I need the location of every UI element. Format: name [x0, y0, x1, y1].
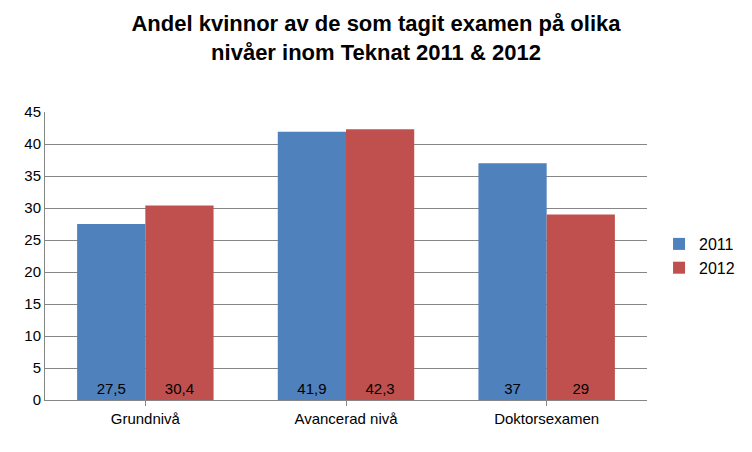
- svg-text:2011: 2011: [699, 236, 734, 253]
- svg-text:5: 5: [33, 359, 41, 376]
- svg-text:0: 0: [33, 391, 41, 408]
- svg-text:37: 37: [504, 380, 521, 397]
- svg-text:41,9: 41,9: [297, 380, 326, 397]
- svg-text:2012: 2012: [699, 260, 735, 277]
- svg-text:40: 40: [24, 135, 41, 152]
- svg-text:30,4: 30,4: [165, 380, 194, 397]
- svg-text:10: 10: [24, 327, 41, 344]
- svg-text:27,5: 27,5: [97, 380, 126, 397]
- svg-text:25: 25: [24, 231, 41, 248]
- svg-text:20: 20: [24, 263, 41, 280]
- svg-text:29: 29: [572, 380, 589, 397]
- svg-text:45: 45: [24, 103, 41, 120]
- svg-text:15: 15: [24, 295, 41, 312]
- svg-text:30: 30: [24, 199, 41, 216]
- svg-text:Andel kvinnor av de som tagit: Andel kvinnor av de som tagit examen på …: [131, 11, 621, 65]
- svg-text:35: 35: [24, 167, 41, 184]
- svg-text:Doktorsexamen: Doktorsexamen: [494, 410, 599, 427]
- svg-text:Avancerad nivå: Avancerad nivå: [294, 410, 398, 427]
- svg-text:42,3: 42,3: [366, 380, 395, 397]
- svg-text:Grundnivå: Grundnivå: [111, 410, 181, 427]
